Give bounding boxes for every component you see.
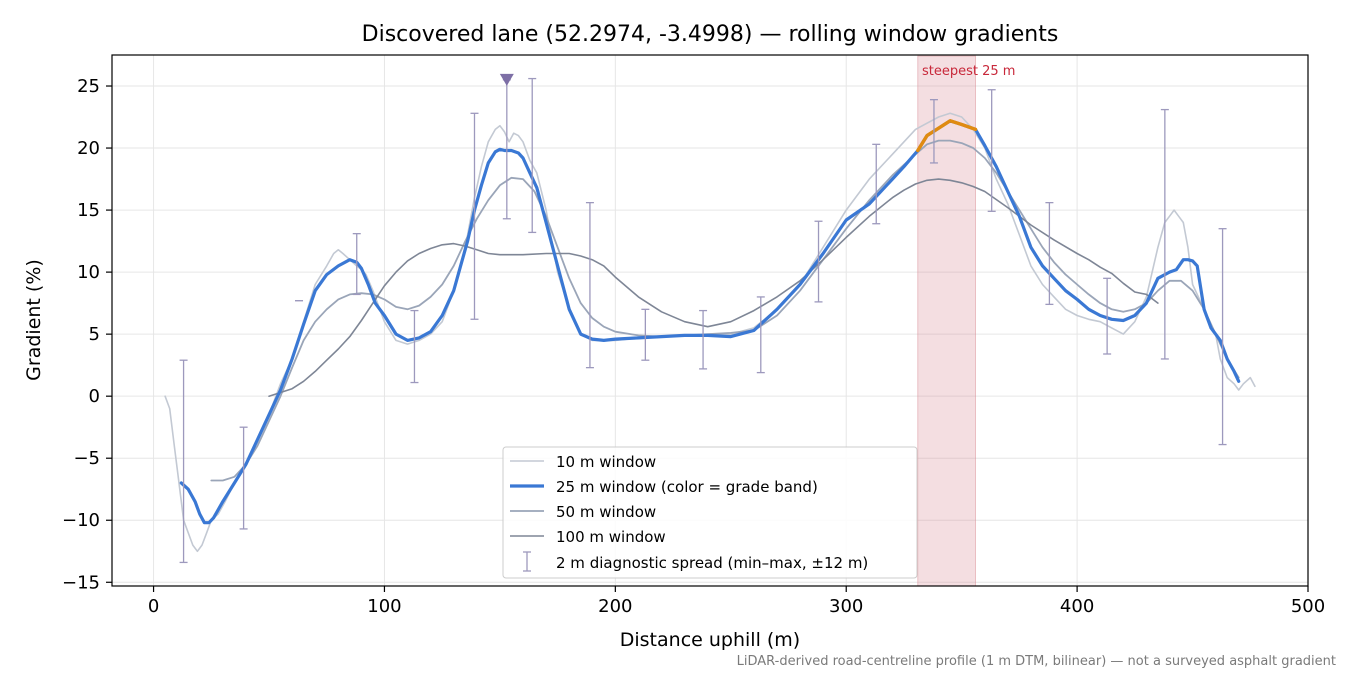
legend-label-100m: 100 m window xyxy=(556,528,666,546)
legend-box xyxy=(502,446,918,579)
y-tick-label: −5 xyxy=(73,448,100,469)
diagnostic-spread-bar xyxy=(814,220,823,303)
series-line-win50 xyxy=(210,139,1240,482)
diagnostic-spread-layer xyxy=(179,77,1227,564)
diagnostic-spread-bar xyxy=(987,89,996,212)
diagnostic-spread-bar xyxy=(352,233,361,296)
y-axis-label: Gradient (%) xyxy=(23,259,45,381)
legend-label-diag: 2 m diagnostic spread (min–max, ±12 m) xyxy=(556,554,868,572)
y-tick-label: 25 xyxy=(77,76,100,97)
x-tick-label: 0 xyxy=(148,596,159,617)
legend-swatch-diag xyxy=(523,551,531,572)
legend: 10 m window 25 m window (color = grade b… xyxy=(502,446,918,579)
diagnostic-spread-bar xyxy=(1160,108,1169,360)
x-tick-label: 100 xyxy=(367,596,401,617)
series-line-steepest-segment xyxy=(916,119,978,153)
footnote: LiDAR-derived road-centreline profile (1… xyxy=(737,654,1336,669)
x-tick-label: 300 xyxy=(829,596,863,617)
x-tick-label: 200 xyxy=(598,596,632,617)
diagnostic-spread-bar xyxy=(872,143,881,225)
y-tick-label: −10 xyxy=(62,510,100,531)
diagnostic-spread-bar xyxy=(410,309,419,384)
diagnostic-spread-bar xyxy=(528,77,537,234)
diagnostic-spread-bar xyxy=(179,359,188,564)
diagnostic-spread-bar xyxy=(699,309,708,370)
x-tick-label: 400 xyxy=(1060,596,1094,617)
y-tick-label: 10 xyxy=(77,262,100,283)
y-tick-label: 0 xyxy=(89,386,100,407)
diagnostic-spread-bar xyxy=(1218,228,1227,446)
series-line-win100 xyxy=(268,178,1159,398)
diagnostic-spread-bar xyxy=(929,99,938,164)
x-tick-label: 500 xyxy=(1291,596,1325,617)
y-tick-label: 20 xyxy=(77,138,100,159)
legend-label-10m: 10 m window xyxy=(556,453,656,471)
y-tick-label: 5 xyxy=(89,324,100,345)
diagnostic-spread-bar xyxy=(470,112,479,320)
diagnostic-spread-bar xyxy=(585,201,594,369)
diagnostic-spread-bar xyxy=(1045,201,1054,306)
series-layer xyxy=(164,112,1256,553)
x-axis-label: Distance uphill (m) xyxy=(620,629,800,651)
legend-label-25m: 25 m window (color = grade band) xyxy=(556,478,818,496)
diagnostic-spread-bar xyxy=(239,426,248,530)
diagnostic-spread-bar xyxy=(756,296,765,374)
axis-ticks: 0 100 200 300 400 500 −15 −10 −5 0 5 10 15 20 25 xyxy=(62,76,1325,617)
y-tick-label: −15 xyxy=(62,572,100,593)
diagnostic-spread-bar xyxy=(641,308,650,361)
series-line-win25 xyxy=(179,119,1241,525)
peak-marker-layer xyxy=(499,73,514,86)
plot-frame xyxy=(111,54,1309,587)
y-tick-label: 15 xyxy=(77,200,100,221)
peak-marker xyxy=(499,73,514,86)
steepest-label: steepest 25 m xyxy=(922,64,1015,79)
diagnostic-spread-bar xyxy=(1103,277,1112,355)
chart-title: Discovered lane (52.2974, -3.4998) — rol… xyxy=(362,22,1059,47)
legend-label-50m: 50 m window xyxy=(556,503,656,521)
